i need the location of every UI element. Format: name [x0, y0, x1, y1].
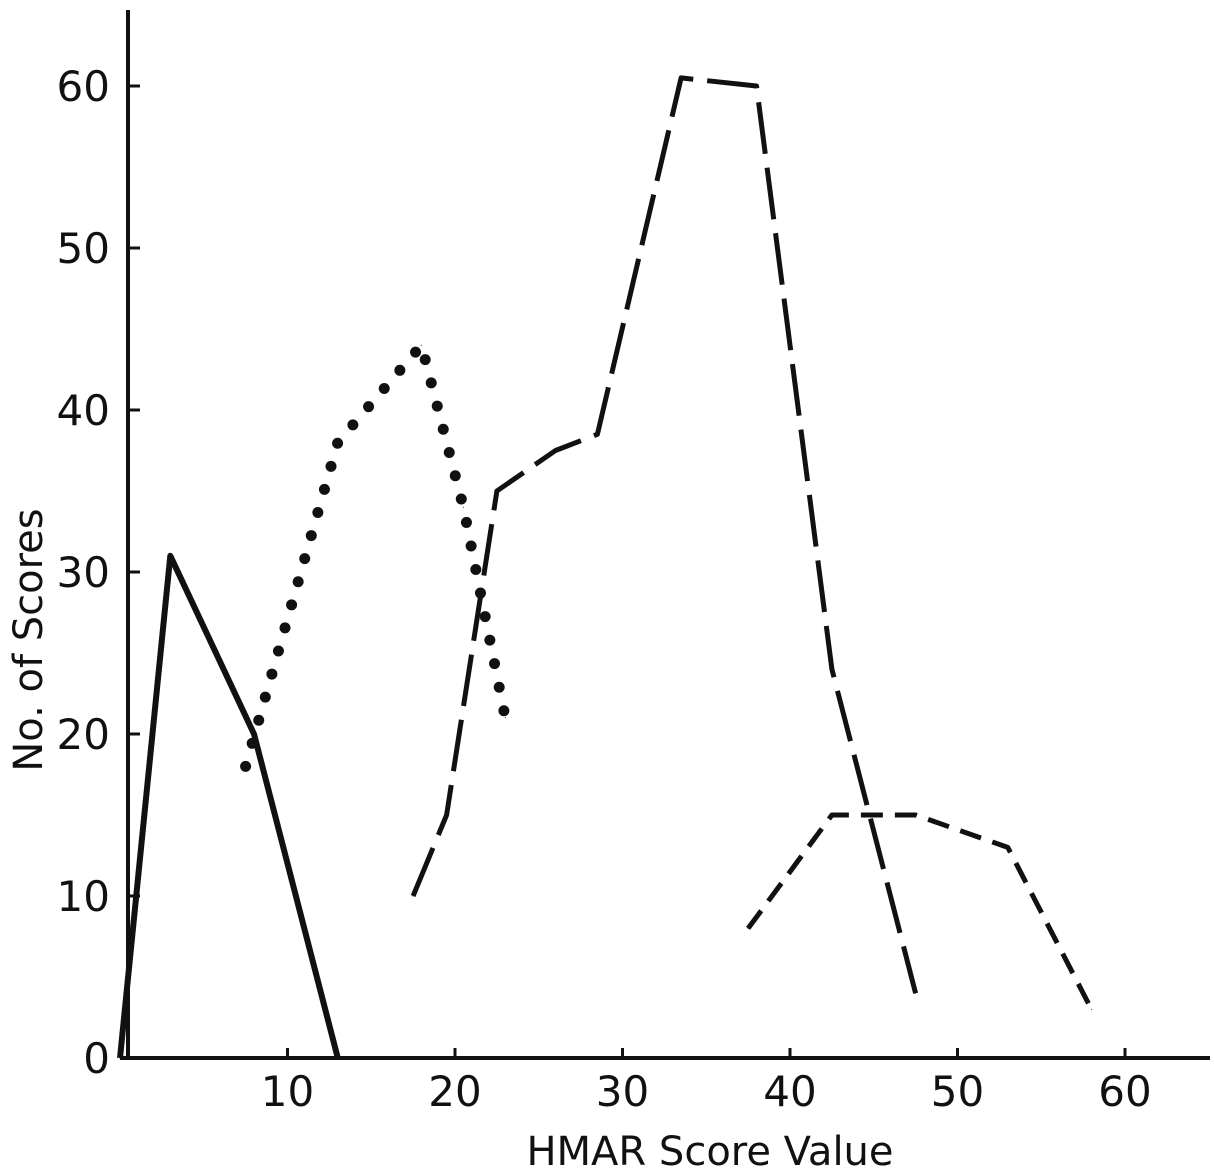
series-solid-point — [337, 1057, 339, 1059]
series-short-dash-point — [915, 814, 917, 816]
series-long-dash-point — [831, 668, 833, 670]
x-tick-label: 60 — [1098, 1067, 1151, 1116]
series-solid-line — [117, 552, 341, 1059]
y-tick-label: 0 — [83, 1034, 110, 1083]
x-tick-label: 30 — [596, 1067, 649, 1116]
series-long-dash-point — [680, 77, 682, 79]
axes — [120, 10, 1210, 1060]
series-long-dash-point — [756, 85, 757, 87]
x-tick-label: 10 — [261, 1067, 314, 1116]
series-short-dash-point — [1091, 1008, 1092, 1010]
ticks: 10 20 30 40 50 60 0 10 20 30 40 50 60 — [57, 62, 1152, 1116]
series-dotted-point — [462, 506, 464, 508]
series-long-dash-point — [496, 490, 498, 492]
series-short-dash-point — [747, 927, 749, 929]
series-long-dash-point — [446, 814, 448, 816]
series-long-dash-point — [412, 895, 414, 897]
y-tick-label: 40 — [57, 386, 110, 435]
y-tick-label: 60 — [57, 62, 110, 111]
x-tick-label: 40 — [763, 1067, 816, 1116]
series-solid-point — [169, 555, 171, 557]
series-group — [117, 75, 1094, 1059]
series-long-dash-point — [596, 433, 598, 435]
x-tick-label: 50 — [931, 1067, 984, 1116]
series-solid-point — [253, 733, 255, 735]
y-axis-title: No. of Scores — [6, 508, 52, 771]
series-dotted-point — [245, 765, 247, 767]
x-axis-title: HMAR Score Value — [526, 1129, 893, 1175]
series-short-dash-point — [831, 814, 833, 816]
series-solid-point — [119, 1057, 121, 1059]
series-short-dash-line — [746, 812, 1094, 1011]
y-tick-label: 50 — [57, 224, 110, 273]
series-long-dash-point — [915, 992, 917, 994]
series-long-dash-line — [410, 75, 919, 994]
series-dotted-point — [337, 441, 339, 443]
series-dotted-point — [421, 344, 422, 346]
y-tick-label: 30 — [57, 548, 110, 597]
y-tick-label: 20 — [57, 710, 110, 759]
x-tick-label: 20 — [428, 1067, 481, 1116]
series-long-dash-point — [555, 450, 556, 451]
series-short-dash-point — [1007, 846, 1009, 848]
series-dotted-point — [504, 717, 506, 719]
y-tick-label: 10 — [57, 872, 110, 921]
